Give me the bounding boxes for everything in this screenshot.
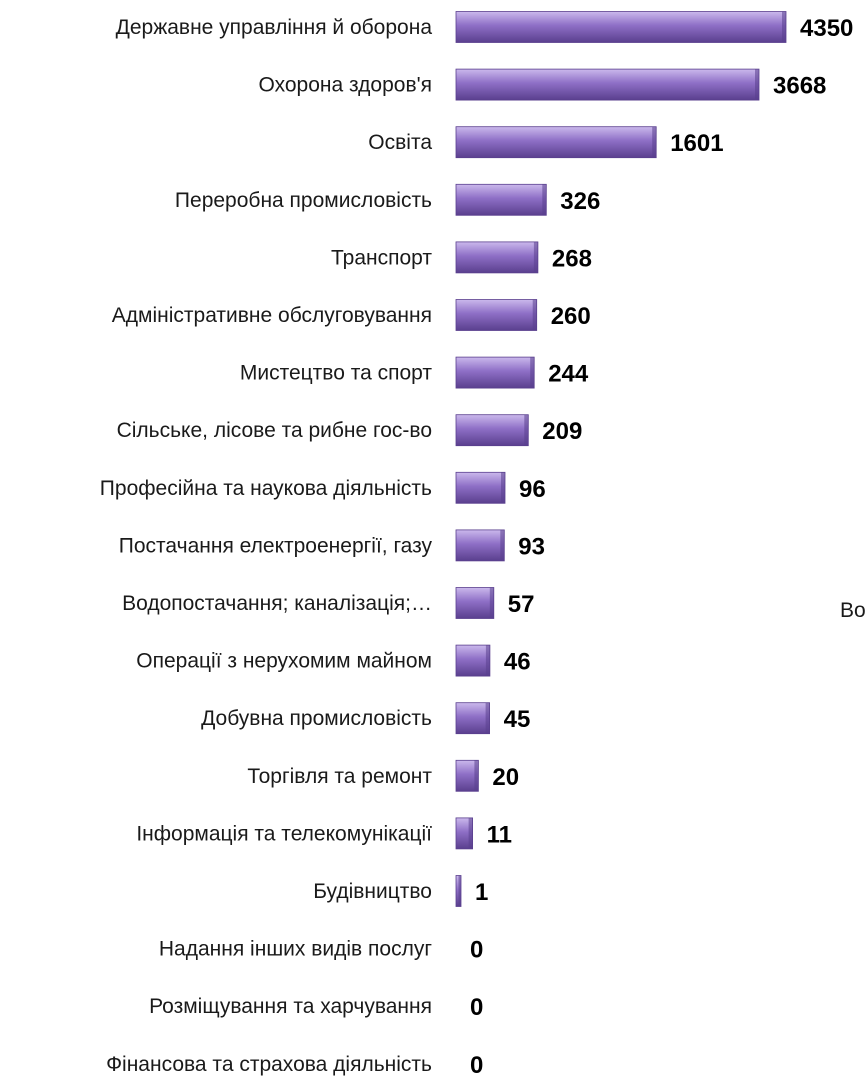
bar xyxy=(455,356,535,389)
category-label: Транспорт xyxy=(331,246,432,269)
truncated-side-text: Во xyxy=(840,599,866,622)
category-labels: Державне управління й оборона Охорона здо… xyxy=(100,16,433,1076)
bar-end-cap xyxy=(524,414,529,446)
bar-end-cap xyxy=(474,760,479,792)
category-label: Фінансова та страхова діяльність xyxy=(106,1053,432,1076)
bar-end-cap xyxy=(501,472,505,504)
bar-end-cap xyxy=(532,299,537,331)
bar xyxy=(455,241,539,274)
category-label: Операції з нерухомим майном xyxy=(136,650,432,673)
value-label: 45 xyxy=(504,706,531,733)
value-label: 3668 xyxy=(773,73,826,100)
bar xyxy=(455,644,491,677)
category-label: Інформація та телекомунікації xyxy=(136,822,432,845)
value-label: 46 xyxy=(504,649,531,676)
value-label: 4350 xyxy=(800,15,853,42)
value-label: 11 xyxy=(487,821,512,848)
bar-end-cap xyxy=(485,702,490,734)
bar xyxy=(455,702,490,735)
bars xyxy=(455,11,787,907)
value-label: 0 xyxy=(470,994,483,1021)
bar xyxy=(455,587,495,619)
bar-end-cap xyxy=(755,69,759,101)
category-label: Переробна промисловість xyxy=(175,189,432,212)
category-label: Освіта xyxy=(368,131,432,154)
bar xyxy=(455,68,760,101)
value-label: 260 xyxy=(551,303,591,330)
category-label: Торгівля та ремонт xyxy=(247,765,432,788)
bar-end-cap xyxy=(489,587,494,619)
value-label: 20 xyxy=(492,764,519,791)
category-label: Професійна та наукова діяльність xyxy=(100,477,432,500)
category-label: Постачання електроенергії, газу xyxy=(119,534,433,557)
bar-end-cap xyxy=(468,817,473,849)
category-label: Добувна промисловість xyxy=(201,707,432,730)
bar xyxy=(455,11,787,43)
category-label: Сільське, лісове та рибне гос-во xyxy=(117,419,432,442)
category-label: Надання інших видів послуг xyxy=(159,938,432,961)
bar xyxy=(455,471,506,504)
category-label: Державне управління й оборона xyxy=(116,16,433,39)
value-label: 268 xyxy=(552,245,592,272)
category-label: Водопостачання; каналізація;… xyxy=(122,592,432,615)
bar xyxy=(455,126,657,159)
bar-end-cap xyxy=(533,241,538,273)
category-label: Розміщування та харчування xyxy=(149,995,432,1018)
bar-end-cap xyxy=(458,875,461,907)
bar xyxy=(455,183,547,216)
bar xyxy=(455,529,505,562)
value-labels: 4350 3668 1601 326 268 260 244 209 96 93 57 46 45 20 1… xyxy=(470,15,853,1079)
value-label: 96 xyxy=(519,476,546,503)
value-label: 326 xyxy=(560,188,600,215)
value-label: 93 xyxy=(518,533,545,560)
value-label: 209 xyxy=(542,418,582,445)
bar-end-cap xyxy=(530,357,535,389)
bar-end-cap xyxy=(542,184,547,216)
category-label: Будівництво xyxy=(313,880,432,903)
bar xyxy=(455,299,538,331)
bar xyxy=(455,414,529,447)
value-label: 1601 xyxy=(670,130,723,157)
value-label: 0 xyxy=(470,937,483,964)
bar-end-cap xyxy=(500,529,505,561)
bar-end-cap xyxy=(782,11,786,43)
value-label: 1 xyxy=(475,879,488,906)
value-label: 0 xyxy=(470,1052,483,1079)
category-label: Охорона здоров'я xyxy=(258,74,432,97)
value-label: 244 xyxy=(548,361,589,388)
category-label: Адміністративне обслуговування xyxy=(112,304,432,327)
bar-end-cap xyxy=(652,126,657,158)
bar-end-cap xyxy=(485,645,490,677)
category-label: Мистецтво та спорт xyxy=(240,362,433,385)
value-label: 57 xyxy=(508,591,535,618)
